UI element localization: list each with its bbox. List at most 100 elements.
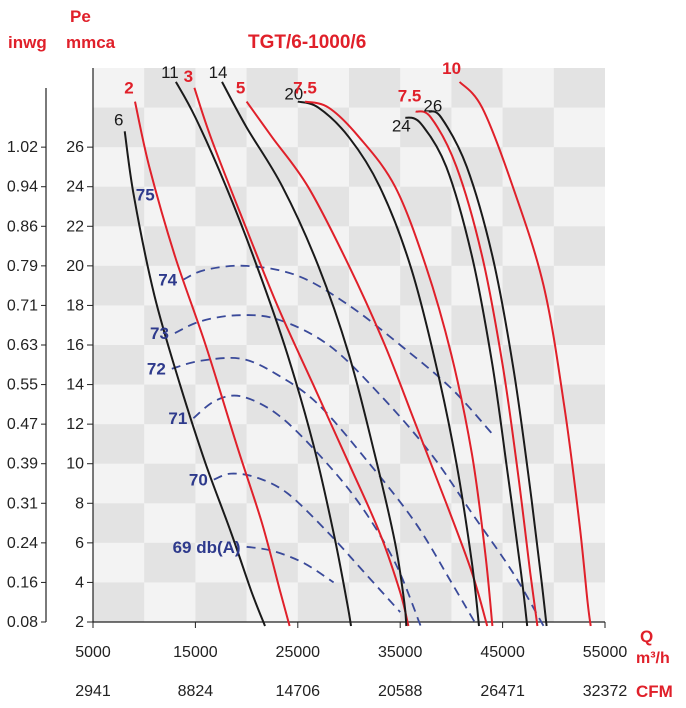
y-tick-label-inwg: 0.86	[7, 218, 38, 235]
y-tick-label-inwg: 0.94	[7, 179, 38, 196]
grid-cell	[93, 503, 145, 543]
curve-label: 7.5	[293, 79, 317, 98]
y-tick-label-mmca: 12	[66, 416, 84, 433]
grid-cell	[502, 186, 554, 227]
y-tick-label-inwg: 0.31	[7, 495, 38, 512]
grid-cell	[400, 107, 452, 148]
curve-label: 26	[423, 97, 442, 116]
y-tick-label-inwg: 0.63	[7, 337, 38, 354]
curve-label: 3	[184, 67, 193, 86]
grid-cell	[93, 107, 145, 148]
axis-ticks: 2 0.08 4 0.16 6 0.24 8 0.31 10 0.39 12 0.47 14 0.55 16…	[7, 139, 627, 700]
grid-cell	[93, 345, 145, 385]
grid-cell	[195, 345, 247, 385]
grid-cell	[349, 384, 401, 425]
curve-label: 5	[236, 79, 245, 98]
grid-cell	[195, 503, 247, 543]
y-tick-label-inwg: 0.47	[7, 416, 38, 433]
grid-cell	[349, 542, 401, 583]
y-tick-label-mmca: 8	[75, 495, 84, 512]
grid-cell	[400, 503, 452, 543]
grid-cell	[195, 582, 247, 622]
grid-cell	[297, 503, 349, 543]
y-tick-label-inwg: 0.39	[7, 456, 38, 473]
y-tick-label-mmca: 26	[66, 139, 84, 156]
curve-red-7_5	[415, 110, 539, 627]
y-tick-label-mmca: 18	[66, 297, 84, 314]
noise-curve-73	[174, 314, 545, 627]
curve-black-24	[404, 116, 529, 627]
grid-cell	[451, 68, 503, 108]
noise-curve-74	[182, 264, 494, 435]
grid-cell	[400, 265, 452, 306]
x-tick-label-m3h: 15000	[173, 644, 218, 661]
grid-cell	[93, 265, 145, 306]
y-tick-label-mmca: 10	[66, 456, 84, 473]
x-axis-cfm-label: CFM	[636, 682, 673, 701]
x-tick-label-m3h: 55000	[583, 644, 628, 661]
noise-curves	[171, 264, 545, 627]
x-tick-label-cfm: 32372	[583, 683, 628, 700]
noise-label: 75	[136, 186, 155, 205]
curve-red-2	[134, 101, 291, 627]
grid-cell	[451, 542, 503, 583]
header-unit-inwg: inwg	[8, 33, 47, 52]
header-unit-mmca: mmca	[66, 33, 116, 52]
noise-curve-70	[213, 472, 401, 613]
y-tick-label-mmca: 20	[66, 258, 84, 275]
y-tick-label-mmca: 6	[75, 535, 84, 552]
curve-label: 2	[124, 79, 133, 98]
grid-cell	[297, 186, 349, 227]
noise-label: 71	[168, 409, 187, 428]
grid-cell	[553, 305, 605, 345]
curve-label: 10	[442, 59, 461, 78]
curve-black-6	[123, 131, 266, 627]
grid-cell	[246, 305, 298, 345]
grid-cell	[349, 226, 401, 266]
curve-label: 14	[209, 63, 228, 82]
grid-cell	[246, 68, 298, 108]
y-tick-label-mmca: 22	[66, 218, 84, 235]
grid-cell	[144, 463, 196, 504]
grid-cell	[400, 186, 452, 227]
noise-label: 70	[189, 471, 208, 490]
y-tick-label-inwg: 1.02	[7, 139, 38, 156]
curve-black-11	[175, 81, 352, 627]
grid-cell	[502, 107, 554, 148]
x-axis-m3h-label: m³/h	[636, 650, 670, 667]
grid-cell	[144, 305, 196, 345]
curve-label: 20	[284, 85, 303, 104]
grid-cell	[553, 463, 605, 504]
grid-cell	[144, 542, 196, 583]
x-tick-label-cfm: 20588	[378, 683, 423, 700]
chart-title: TGT/6-1000/6	[248, 32, 366, 53]
noise-label: 72	[147, 360, 166, 379]
grid-cell	[451, 147, 503, 187]
curve-black-26	[428, 110, 548, 627]
y-tick-label-inwg: 0.16	[7, 574, 38, 591]
x-tick-label-m3h: 35000	[378, 644, 423, 661]
grid-cell	[349, 68, 401, 108]
y-tick-label-mmca: 4	[75, 574, 84, 591]
grid-cell	[297, 582, 349, 622]
grid-cell	[246, 384, 298, 425]
x-axis-q-label: Q	[640, 627, 653, 646]
grid-cell	[553, 147, 605, 187]
x-tick-label-cfm: 14706	[276, 683, 321, 700]
noise-label: 69 db(A)	[173, 538, 241, 557]
grid-cell	[502, 503, 554, 543]
grid-cell	[553, 542, 605, 583]
x-tick-label-cfm: 2941	[75, 683, 111, 700]
noise-curve-69dbA	[246, 545, 335, 584]
grid-cell	[502, 424, 554, 464]
curve-label: 6	[114, 110, 123, 129]
grid-cell	[400, 582, 452, 622]
curve-black-14	[221, 81, 408, 627]
y-tick-label-inwg: 0.24	[7, 535, 38, 552]
noise-label: 74	[158, 271, 177, 290]
x-tick-label-m3h: 25000	[276, 644, 321, 661]
x-tick-label-cfm: 26471	[480, 683, 525, 700]
grid-cell	[144, 226, 196, 266]
noise-curve-71	[192, 394, 422, 627]
